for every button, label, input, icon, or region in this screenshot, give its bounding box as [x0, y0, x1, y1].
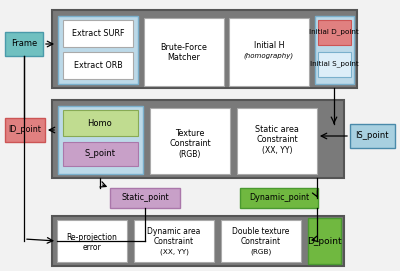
- Text: Brute-Force: Brute-Force: [160, 43, 208, 51]
- Text: Dynamic_point: Dynamic_point: [249, 193, 309, 202]
- Bar: [57, 220, 127, 262]
- Bar: [63, 110, 138, 136]
- Text: (homography): (homography): [244, 53, 294, 59]
- Bar: [229, 18, 309, 86]
- Text: (RGB): (RGB): [179, 150, 201, 159]
- Bar: [58, 16, 138, 84]
- Text: Initial S_point: Initial S_point: [310, 61, 358, 67]
- Text: Constraint: Constraint: [169, 140, 211, 149]
- Bar: [52, 100, 344, 178]
- Text: (XX, YY): (XX, YY): [262, 146, 292, 154]
- Bar: [144, 18, 224, 86]
- Text: D_point: D_point: [307, 237, 341, 246]
- Text: Homo: Homo: [88, 118, 112, 127]
- Bar: [240, 188, 318, 208]
- Text: Static_point: Static_point: [121, 193, 169, 202]
- Text: ID_point: ID_point: [8, 125, 42, 134]
- Text: Constraint: Constraint: [241, 237, 281, 247]
- Text: Frame: Frame: [11, 40, 37, 49]
- Text: Initial D_point: Initial D_point: [309, 29, 359, 36]
- Text: Extract SURF: Extract SURF: [72, 28, 124, 37]
- Bar: [110, 188, 180, 208]
- Bar: [5, 32, 43, 56]
- Text: Matcher: Matcher: [168, 53, 200, 62]
- Bar: [350, 124, 395, 148]
- Bar: [52, 10, 357, 88]
- Text: Dynamic area: Dynamic area: [147, 227, 201, 237]
- Bar: [221, 220, 301, 262]
- Bar: [150, 108, 230, 174]
- Text: Constraint: Constraint: [256, 136, 298, 144]
- Text: (XX, YY): (XX, YY): [160, 249, 188, 255]
- Bar: [5, 118, 45, 142]
- Bar: [63, 20, 133, 47]
- Text: IS_point: IS_point: [355, 131, 389, 140]
- Text: Texture: Texture: [175, 130, 205, 138]
- Text: S_point: S_point: [84, 150, 116, 159]
- Bar: [134, 220, 214, 262]
- Bar: [318, 52, 351, 77]
- Bar: [52, 216, 344, 266]
- Text: Re-projection: Re-projection: [66, 233, 118, 241]
- Text: Double texture: Double texture: [232, 227, 290, 237]
- Bar: [308, 218, 341, 264]
- Bar: [318, 20, 351, 45]
- Text: (RGB): (RGB): [250, 249, 272, 255]
- Text: Initial H: Initial H: [254, 40, 284, 50]
- Text: Constraint: Constraint: [154, 237, 194, 247]
- Bar: [237, 108, 317, 174]
- Text: Extract ORB: Extract ORB: [74, 60, 122, 69]
- Bar: [315, 16, 354, 84]
- Bar: [63, 52, 133, 79]
- Bar: [63, 142, 138, 166]
- Bar: [58, 106, 143, 174]
- Text: Static area: Static area: [255, 125, 299, 134]
- Text: error: error: [83, 243, 101, 251]
